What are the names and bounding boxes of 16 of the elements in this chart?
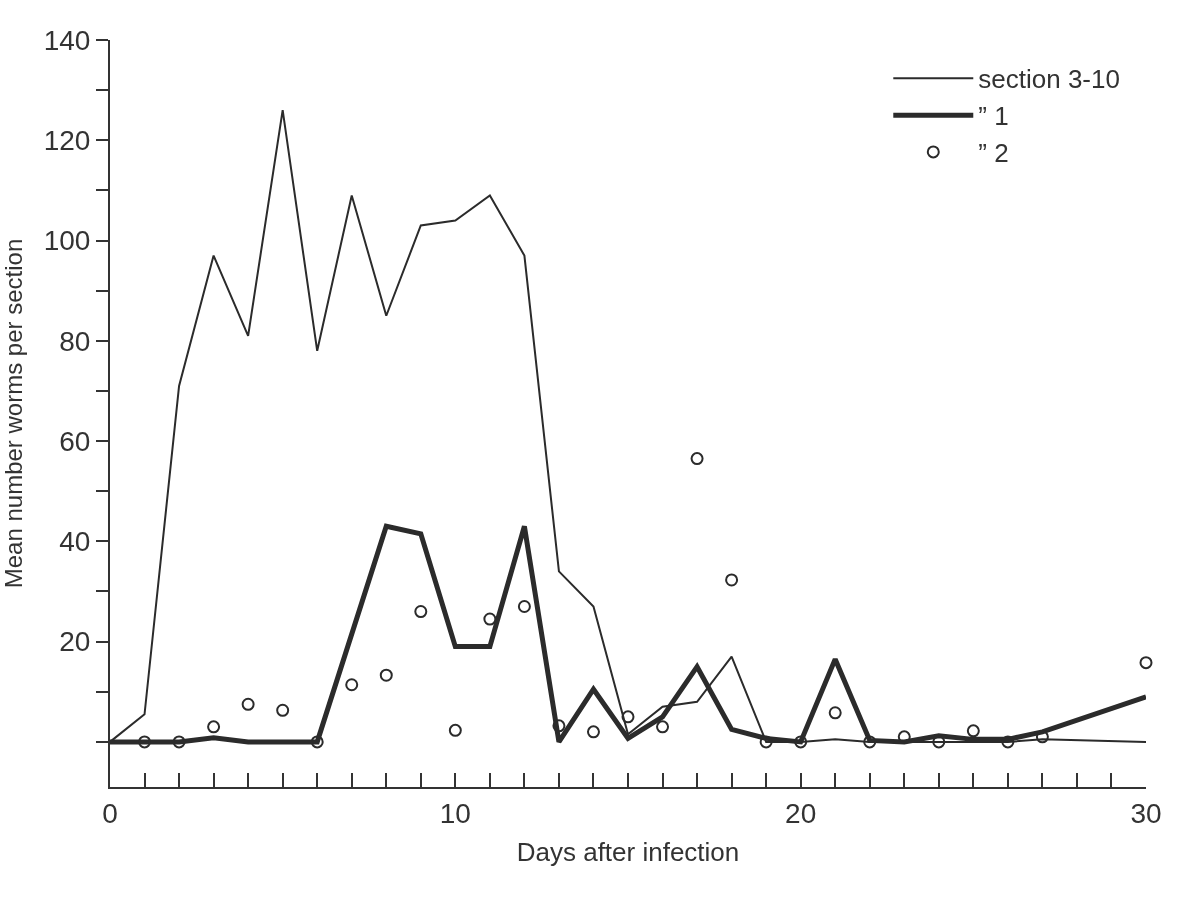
x-tick-label: 10: [439, 797, 471, 829]
y-tick-label: 60: [59, 425, 91, 457]
y-tick-label: 100: [43, 225, 91, 257]
y-tick-label: 140: [43, 24, 91, 56]
legend-label: section 3-10: [978, 64, 1120, 95]
y-tick-label: 120: [43, 125, 91, 157]
legend-label: ” 2: [978, 138, 1009, 169]
x-axis-title: Days after infection: [516, 836, 740, 867]
x-tick-label: 20: [785, 797, 817, 829]
x-tick-label: 0: [102, 797, 118, 829]
x-tick-label: 30: [1130, 797, 1162, 829]
legend-label: ” 1: [978, 101, 1009, 132]
y-tick-label: 20: [59, 626, 91, 658]
y-axis-title: Mean number worms per section: [0, 238, 27, 589]
y-tick-label: 80: [59, 325, 91, 357]
y-tick-label: 40: [59, 526, 91, 558]
